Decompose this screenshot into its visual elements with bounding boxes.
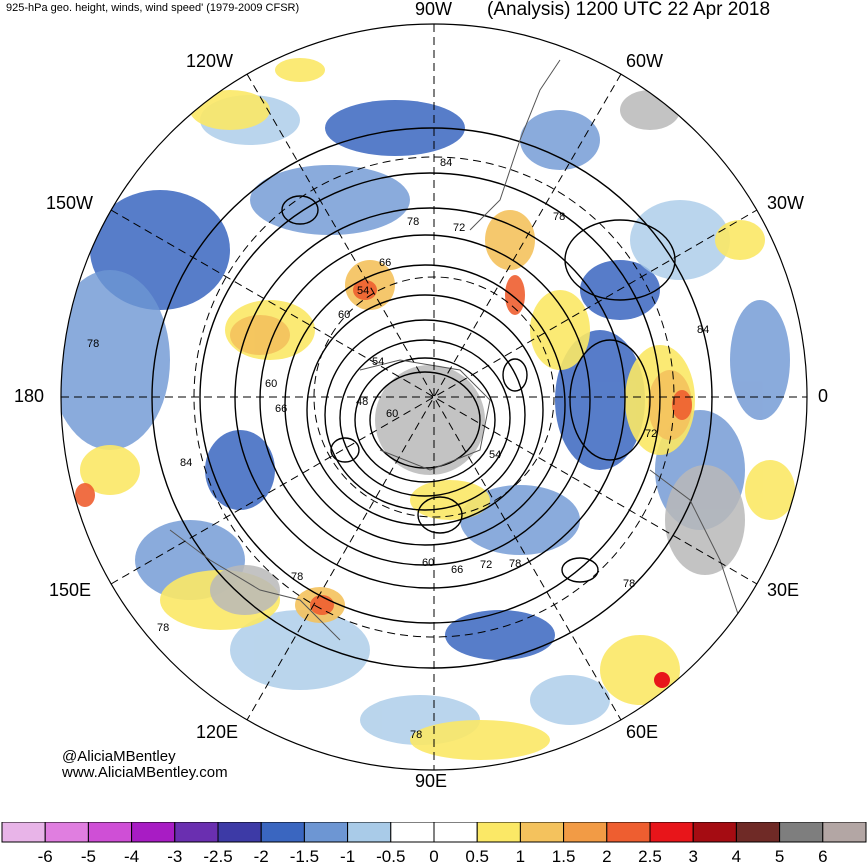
map-title-left: 925-hPa geo. height, winds, wind speed' …	[6, 2, 300, 14]
colorbar-segment	[174, 822, 219, 843]
colorbar-tick-label: 1.5	[551, 847, 576, 866]
contour-label: 78	[157, 622, 169, 634]
contour-label: 60	[338, 309, 350, 321]
contour-label: 66	[451, 564, 463, 576]
contour-label: 84	[440, 157, 452, 169]
colorbar-tick-label: 0.5	[465, 847, 490, 866]
contour-label: 78	[623, 578, 635, 590]
colorbar-segment	[303, 822, 349, 843]
contour-label: 72	[645, 428, 657, 440]
colorbar-segment	[87, 822, 133, 843]
map-title-right: (Analysis) 1200 UTC 22 Apr 2018	[487, 0, 771, 20]
contour-label: 78	[87, 338, 99, 350]
contour-label: 60	[386, 408, 398, 420]
graticule	[61, 24, 807, 770]
colorbar-tick-label: -0.5	[376, 847, 406, 866]
colorbar-tick-label: -1.5	[289, 847, 320, 866]
contour-label: 48	[356, 396, 368, 408]
contour-labels: 84 78 72 66 54 60 78 60 54 48 60 66 54 8…	[87, 157, 709, 741]
colorbar-tick-label: 4	[731, 847, 742, 866]
colorbar-segment	[44, 822, 89, 843]
contour-label: 78	[291, 571, 303, 583]
contour-label: 72	[480, 559, 492, 571]
colorbar-tick-label: 5	[774, 847, 785, 866]
wind-anomaly-field	[61, 58, 795, 760]
contour-label: 66	[275, 403, 287, 415]
contour-label: 78	[407, 216, 419, 228]
colorbar-tick-label: 0	[429, 847, 439, 866]
colorbar-segment	[649, 822, 694, 843]
colorbar-tick-label: -2	[253, 847, 269, 866]
lon-label-30w: 30W	[767, 193, 805, 213]
colorbar-segment	[347, 822, 392, 843]
colorbar-segment	[563, 822, 608, 843]
lon-label-90e: 90E	[415, 771, 448, 791]
colorbar-segment	[735, 822, 781, 843]
credit-url: www.AliciaMBentley.com	[62, 764, 228, 781]
colorbar-tick-label: -2.5	[203, 847, 233, 866]
contour-label: 54	[489, 449, 501, 461]
contour-label: 78	[410, 729, 422, 741]
contour-label: 54	[357, 285, 369, 297]
colorbar-segment	[1, 822, 46, 843]
contour-label: 54	[372, 356, 384, 368]
colorbar-tick-label: -4	[124, 847, 140, 866]
colorbar-tick-label: 1	[515, 847, 526, 866]
colorbar-segment	[692, 822, 737, 843]
colorbar-segment	[779, 822, 824, 843]
colorbar-segment	[433, 822, 478, 843]
contour-label: 66	[379, 257, 391, 269]
lon-label-120w: 120W	[186, 51, 234, 71]
credit-handle: @AliciaMBentley	[62, 748, 176, 765]
lon-label-180: 180	[14, 386, 45, 406]
contour-label: 78	[509, 558, 521, 570]
colorbar-tick-label: -1	[340, 847, 356, 866]
colorbar-segment	[260, 822, 305, 843]
contour-label: 84	[697, 324, 709, 336]
colorbar-tick-label: 6	[818, 847, 828, 866]
polar-map: 84 78 72 66 54 60 78 60 54 48 60 66 54 8…	[60, 23, 808, 771]
lon-label-30e: 30E	[767, 580, 800, 600]
contour-label: 84	[180, 457, 192, 469]
colorbar-segment	[519, 822, 565, 843]
contour-label: 60	[265, 378, 277, 390]
colorbar-tick-label: 2.5	[638, 847, 662, 866]
colorbar-segment	[822, 822, 867, 843]
colorbar-segment	[131, 822, 176, 843]
lon-label-150w: 150W	[46, 193, 94, 213]
colorbar-segment	[390, 822, 435, 843]
lon-label-150e: 150E	[49, 580, 92, 600]
colorbar-tick-label: 3	[688, 847, 698, 866]
colorbar-tick-label: -5	[80, 847, 96, 866]
colorbar-tick-label: 2	[602, 847, 612, 866]
contour-label: 60	[422, 557, 434, 569]
contour-label: 78	[553, 211, 565, 223]
colorbar	[1, 822, 867, 843]
lon-label-0: 0	[818, 386, 829, 406]
lon-label-60e: 60E	[626, 722, 659, 742]
colorbar-segment	[217, 822, 262, 843]
colorbar-segment	[476, 822, 521, 843]
lon-label-120e: 120E	[196, 722, 239, 742]
lon-label-90w: 90W	[415, 0, 453, 19]
colorbar-tick-label: -6	[37, 847, 53, 866]
lon-label-60w: 60W	[626, 51, 664, 71]
contour-label: 72	[453, 222, 465, 234]
colorbar-tick-label: -3	[167, 847, 183, 866]
map-boundary	[60, 23, 808, 771]
colorbar-segment	[606, 822, 651, 843]
